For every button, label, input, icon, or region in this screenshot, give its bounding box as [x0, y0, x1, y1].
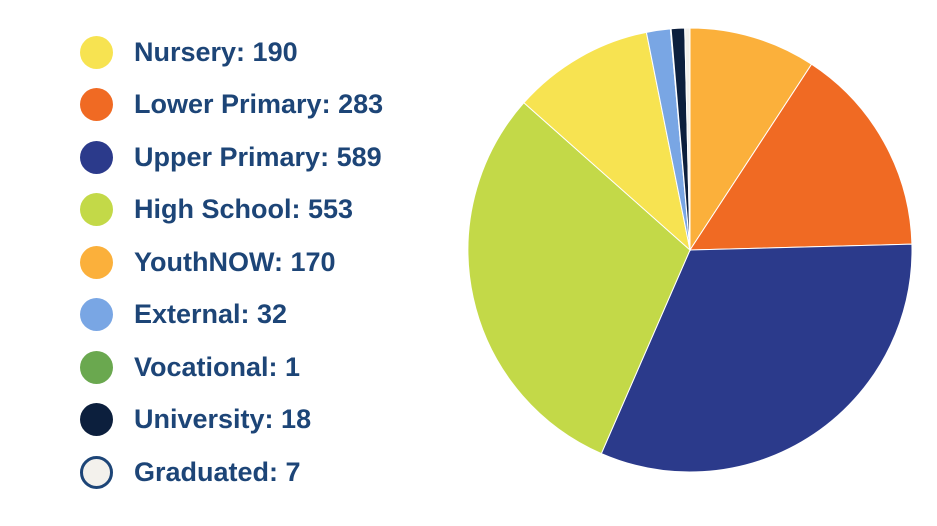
legend-item-lower-primary: Lower Primary: 283 — [80, 79, 383, 132]
legend-label-high-school: High School: 553 — [134, 194, 354, 225]
chart-legend: Nursery: 190 Lower Primary: 283 Upper Prim… — [80, 26, 383, 499]
legend-swatch-nursery — [80, 35, 113, 69]
legend-label-nursery: Nursery: 190 — [134, 36, 298, 67]
legend-item-graduated: Graduated: 7 — [80, 446, 383, 499]
pie-slice-graduated — [684, 27, 691, 251]
legend-label-lower-primary: Lower Primary: 283 — [134, 89, 384, 120]
legend-swatch-upper-primary — [80, 140, 113, 174]
legend-label-vocational: Vocational: 1 — [134, 351, 301, 382]
legend-item-upper-primary: Upper Primary: 589 — [80, 131, 383, 184]
pie-slice-nursery — [523, 31, 691, 252]
legend-swatch-youthnow — [80, 245, 113, 279]
legend-item-youthnow: YouthNOW: 170 — [80, 236, 383, 289]
legend-swatch-university — [80, 403, 113, 437]
legend-swatch-external — [80, 298, 113, 332]
legend-swatch-lower-primary — [80, 88, 113, 122]
legend-item-high-school: High School: 553 — [80, 184, 383, 237]
legend-item-external: External: 32 — [80, 289, 383, 342]
legend-swatch-vocational — [80, 350, 113, 384]
pie-slice-upper-primary — [600, 243, 913, 473]
legend-item-university: University: 18 — [80, 394, 383, 447]
legend-item-vocational: Vocational: 1 — [80, 341, 383, 394]
legend-label-youthnow: YouthNOW: 170 — [134, 246, 336, 277]
legend-label-external: External: 32 — [134, 299, 288, 330]
pie-chart — [467, 27, 913, 473]
legend-item-nursery: Nursery: 190 — [80, 26, 383, 79]
legend-swatch-graduated — [80, 455, 113, 489]
pie-slice-youthnow — [689, 27, 813, 252]
pie-slice-lower-primary — [689, 63, 913, 251]
legend-swatch-high-school — [80, 193, 113, 227]
pie-slice-high-school — [467, 102, 691, 455]
legend-label-upper-primary: Upper Primary: 589 — [134, 141, 382, 172]
legend-label-graduated: Graduated: 7 — [134, 456, 301, 487]
legend-label-university: University: 18 — [134, 404, 312, 435]
